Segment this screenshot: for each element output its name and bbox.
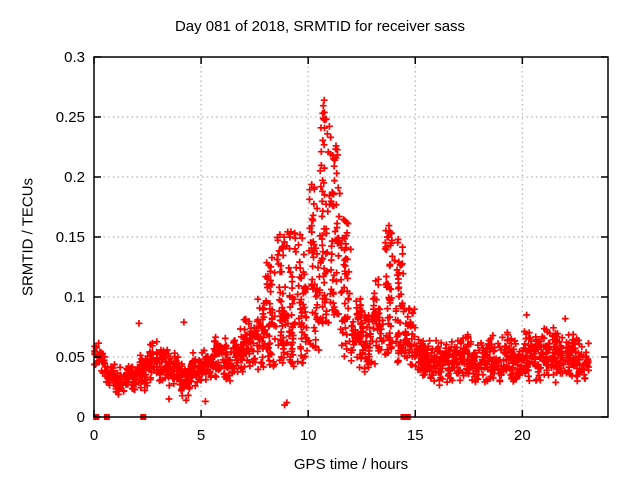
y-tick-label: 0.2 xyxy=(64,169,85,186)
tick-label-layer: 0 5 10 15 20 0 0.05 0.1 0.15 0.2 0.25 0.3 xyxy=(56,49,531,444)
y-tick-label: 0.25 xyxy=(56,109,85,126)
x-tick-label: 5 xyxy=(197,427,205,444)
y-tick-label: 0.1 xyxy=(64,289,85,306)
scatter-points-layer xyxy=(90,96,592,420)
x-axis-label: GPS time / hours xyxy=(294,456,408,473)
chart-title: Day 081 of 2018, SRMTID for receiver sas… xyxy=(175,18,465,35)
axis-layer xyxy=(93,56,609,418)
y-tick-label: 0.05 xyxy=(56,349,85,366)
x-tick-label: 0 xyxy=(90,427,98,444)
y-axis-label: SRMTID / TECUs xyxy=(19,178,36,296)
x-tick-label: 20 xyxy=(514,427,531,444)
x-tick-label: 10 xyxy=(300,427,317,444)
grid-lines xyxy=(94,57,608,417)
y-tick-label: 0.15 xyxy=(56,229,85,246)
y-tick-label: 0 xyxy=(77,409,85,426)
x-tick-label: 15 xyxy=(407,427,424,444)
scatter-points xyxy=(90,96,592,409)
y-tick-label: 0.3 xyxy=(64,49,85,66)
